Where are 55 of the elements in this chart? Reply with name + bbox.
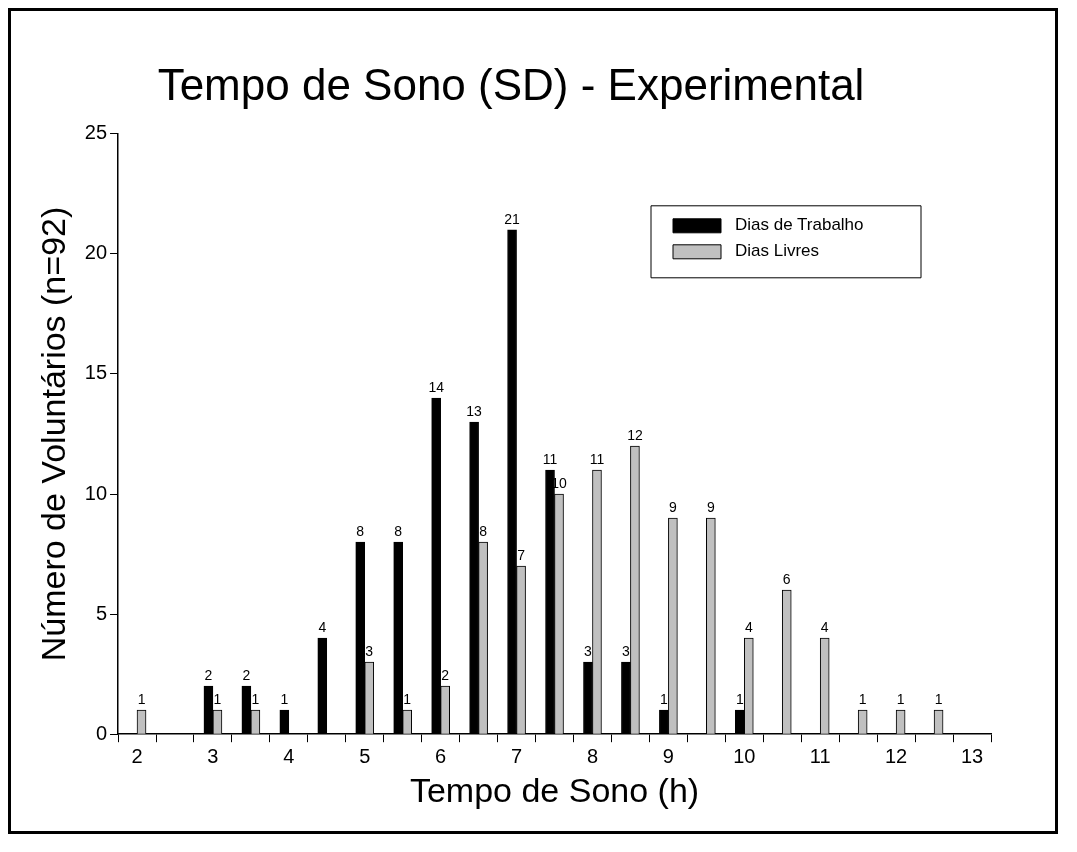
data-label: 1 [735,691,744,708]
y-tick-label: 15 [84,361,108,384]
data-label: 11 [542,450,558,467]
data-label: 1 [213,691,222,708]
x-tick-label: 4 [283,744,295,767]
data-label: 1 [137,691,146,708]
data-label: 21 [504,210,521,227]
x-tick-label: 8 [586,744,599,767]
data-label: 8 [479,522,488,539]
x-tick-label: 7 [511,744,523,767]
data-label: 1 [251,691,260,708]
x-tick-label: 6 [435,744,447,767]
data-label: 1 [280,691,289,708]
y-tick-label: 0 [95,721,108,744]
data-label: 2 [441,667,450,684]
data-label: 3 [584,643,593,660]
data-label: 1 [659,691,668,708]
data-label: 4 [318,619,327,635]
data-label: 8 [394,522,403,539]
data-label: 2 [242,667,251,684]
data-label: 12 [627,426,643,443]
data-label: 11 [589,450,605,467]
data-label: 8 [356,522,365,539]
legend-label: Dias Livres [735,241,820,261]
y-axis-title: Número de Voluntários (n=92) [33,206,72,662]
data-label: 1 [858,691,867,708]
data-label: 6 [782,570,791,587]
x-tick-label: 2 [131,744,143,767]
data-label: 9 [668,498,677,515]
x-axis-title: Tempo de Sono (h) [409,770,700,809]
x-tick-label: 3 [207,744,219,767]
x-tick-label: 11 [809,744,831,767]
y-tick-label: 10 [84,481,108,504]
x-tick-label: 13 [960,744,984,767]
y-tick-label: 5 [95,601,108,624]
legend-label: Dias de Trabalho [735,215,864,235]
data-label: 4 [744,619,753,635]
x-tick-label: 5 [359,744,371,767]
x-tick-label: 9 [662,744,674,767]
data-label: 2 [204,667,213,684]
chart-title: Tempo de Sono (SD) - Experimental [157,59,865,109]
data-label: 4 [820,619,829,635]
data-label: 13 [466,402,483,419]
y-tick-label: 20 [84,241,108,264]
y-tick-label: 25 [84,121,108,144]
data-label: 1 [403,691,412,708]
data-label: 3 [622,643,631,660]
data-label: 14 [428,378,445,395]
data-label: 7 [517,546,526,563]
data-label: 3 [365,643,374,660]
x-tick-label: 10 [733,744,756,767]
x-tick-label: 12 [884,744,908,767]
data-label: 1 [934,691,943,708]
data-label: 9 [706,498,715,515]
data-label: 1 [896,691,905,708]
